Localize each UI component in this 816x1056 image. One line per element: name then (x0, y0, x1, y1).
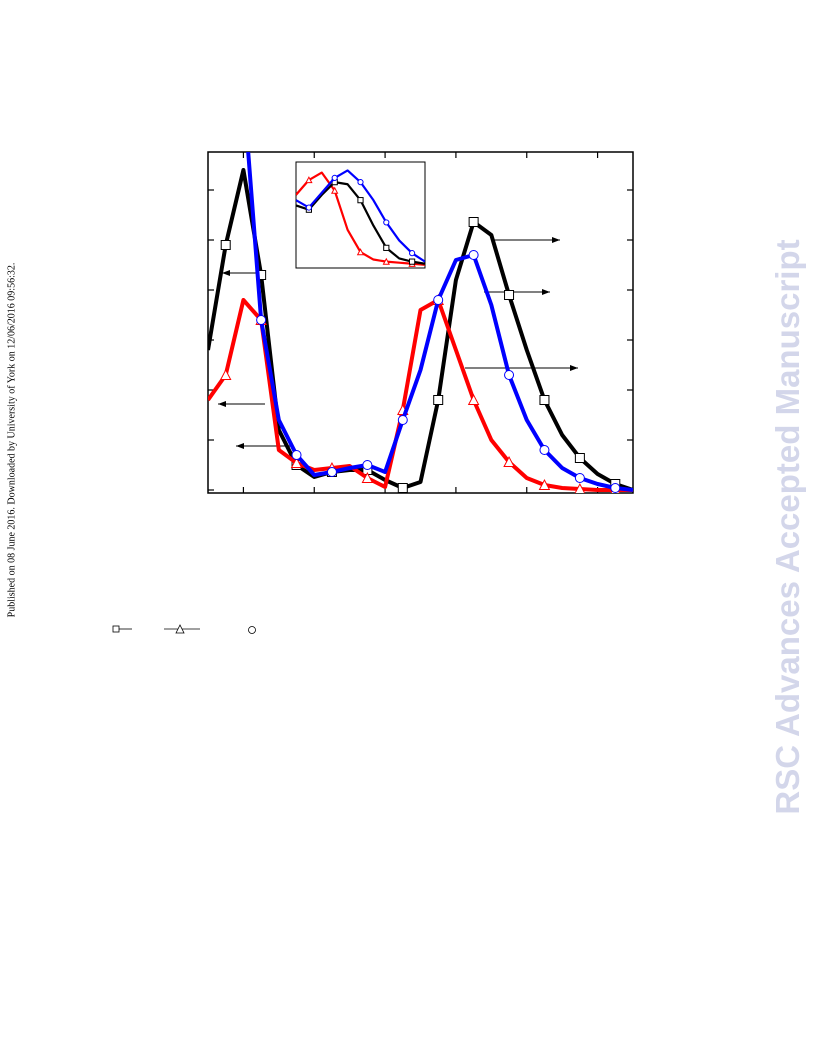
marker (305, 204, 312, 211)
marker (357, 179, 364, 186)
marker (331, 186, 339, 194)
plot-area (296, 169, 425, 267)
marker (409, 250, 416, 257)
data-line (246, 152, 633, 492)
marker (504, 290, 515, 300)
marker (220, 240, 231, 250)
marker (331, 174, 338, 181)
arrows (218, 237, 578, 449)
marker (356, 248, 365, 256)
marker (357, 197, 364, 204)
marker (290, 456, 303, 468)
marker (574, 453, 585, 463)
marker (504, 370, 515, 380)
data-line (208, 168, 633, 492)
marker (538, 478, 551, 490)
marker (383, 244, 390, 251)
marker (467, 393, 480, 405)
marker (503, 455, 515, 467)
marker (326, 467, 337, 477)
marker (362, 460, 373, 470)
marker (256, 315, 267, 325)
marker (219, 368, 232, 380)
marker (433, 395, 444, 405)
marker (383, 219, 390, 226)
marker (397, 483, 408, 493)
glyph (112, 625, 120, 633)
marker (539, 445, 550, 455)
marker (574, 482, 586, 493)
marker (574, 473, 585, 483)
marker (468, 250, 479, 260)
plot-frame (295, 161, 426, 269)
marker (409, 258, 416, 265)
marker (433, 295, 444, 305)
data-line (208, 298, 633, 492)
marker (539, 395, 550, 405)
marker (397, 415, 408, 425)
marker (610, 483, 621, 493)
glyph (248, 626, 256, 634)
plot-area (208, 152, 633, 493)
marker (361, 471, 374, 483)
marker (468, 217, 479, 227)
legend-glyphs (112, 624, 256, 634)
marker (382, 257, 390, 265)
marker (291, 450, 302, 460)
marker (305, 176, 313, 184)
plot-frame (207, 151, 634, 494)
glyph (175, 624, 185, 634)
